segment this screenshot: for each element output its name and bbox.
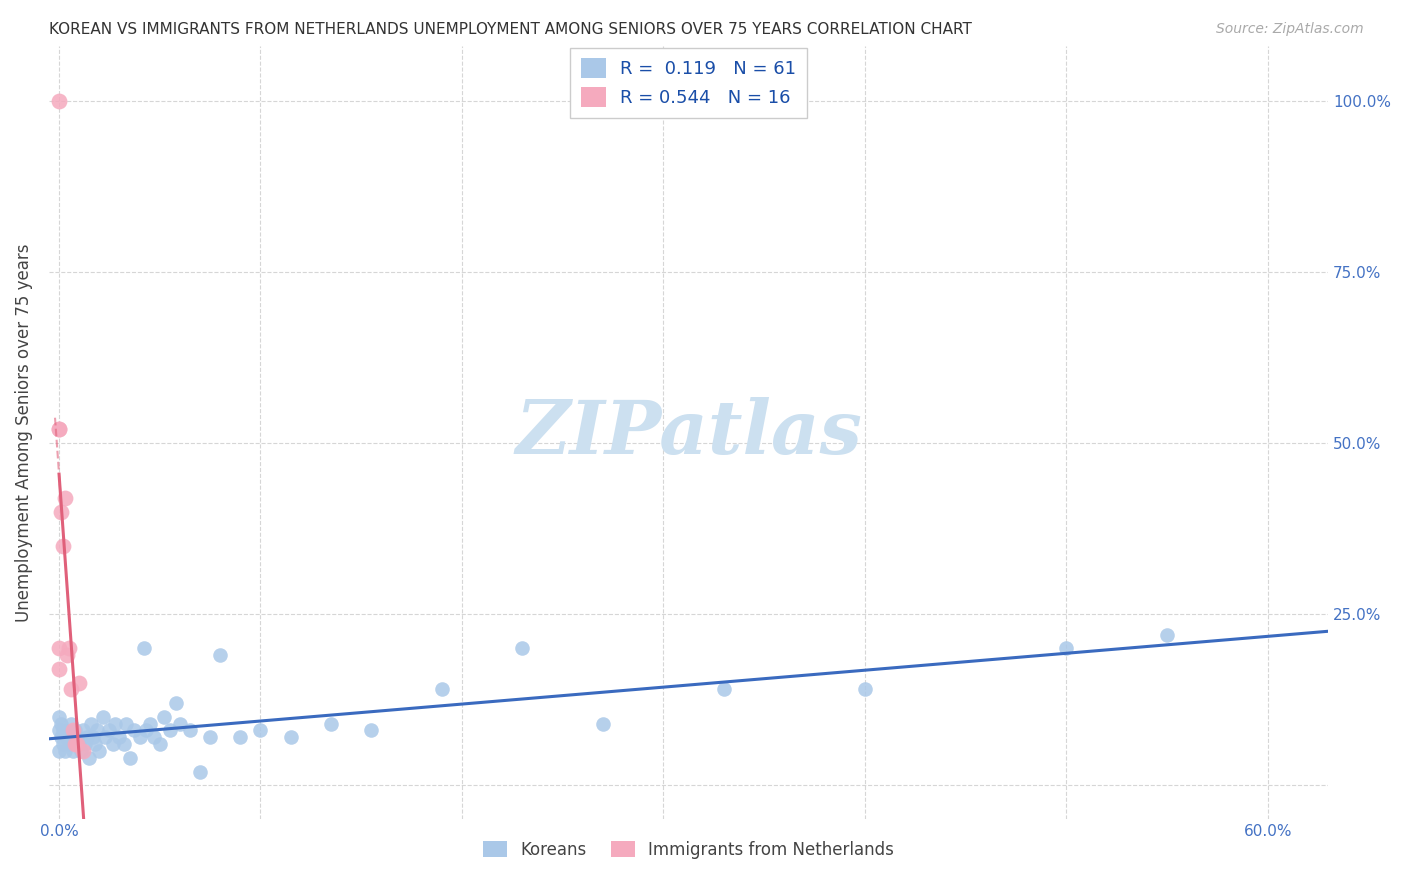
Point	[165, 696, 187, 710]
Point	[430, 682, 453, 697]
Point	[63, 723, 86, 738]
Point	[159, 723, 181, 738]
Point	[77, 751, 100, 765]
Point	[48, 94, 70, 108]
Point	[86, 723, 108, 738]
Point	[152, 710, 174, 724]
Point	[60, 682, 83, 697]
Point	[98, 723, 121, 738]
Text: ZIPatlas: ZIPatlas	[515, 397, 862, 469]
Point	[360, 723, 382, 738]
Point	[60, 716, 83, 731]
Point	[592, 716, 614, 731]
Point	[128, 731, 150, 745]
Point	[67, 737, 90, 751]
Point	[48, 641, 70, 656]
Point	[135, 723, 157, 738]
Point	[53, 491, 76, 505]
Y-axis label: Unemployment Among Seniors over 75 years: Unemployment Among Seniors over 75 years	[15, 244, 32, 622]
Point	[52, 539, 75, 553]
Point	[53, 744, 76, 758]
Point	[179, 723, 201, 738]
Point	[1054, 641, 1077, 656]
Point	[209, 648, 232, 663]
Point	[82, 731, 104, 745]
Point	[49, 731, 72, 745]
Point	[319, 716, 342, 731]
Point	[112, 737, 135, 751]
Text: Source: ZipAtlas.com: Source: ZipAtlas.com	[1216, 22, 1364, 37]
Point	[104, 716, 127, 731]
Point	[512, 641, 534, 656]
Point	[80, 716, 103, 731]
Point	[169, 716, 191, 731]
Point	[229, 731, 252, 745]
Point	[122, 723, 145, 738]
Point	[58, 737, 80, 751]
Point	[149, 737, 172, 751]
Point	[66, 731, 89, 745]
Point	[67, 675, 90, 690]
Point	[48, 662, 70, 676]
Point	[63, 737, 86, 751]
Point	[103, 737, 125, 751]
Text: KOREAN VS IMMIGRANTS FROM NETHERLANDS UNEMPLOYMENT AMONG SENIORS OVER 75 YEARS C: KOREAN VS IMMIGRANTS FROM NETHERLANDS UN…	[49, 22, 972, 37]
Point	[48, 422, 70, 436]
Point	[58, 641, 80, 656]
Point	[52, 723, 75, 738]
Point	[56, 648, 79, 663]
Point	[72, 744, 94, 758]
Point	[138, 716, 160, 731]
Point	[249, 723, 271, 738]
Point	[66, 737, 89, 751]
Point	[48, 744, 70, 758]
Point	[48, 422, 70, 436]
Point	[188, 764, 211, 779]
Point	[75, 737, 97, 751]
Point	[89, 744, 111, 758]
Point	[93, 710, 115, 724]
Point	[49, 716, 72, 731]
Point	[853, 682, 876, 697]
Point	[84, 737, 107, 751]
Point	[76, 731, 98, 745]
Point	[49, 504, 72, 518]
Point	[198, 731, 221, 745]
Point	[108, 731, 131, 745]
Point	[132, 641, 155, 656]
Point	[62, 723, 84, 738]
Point	[142, 731, 165, 745]
Point	[1156, 628, 1178, 642]
Point	[62, 744, 84, 758]
Point	[94, 731, 117, 745]
Point	[70, 744, 93, 758]
Legend: Koreans, Immigrants from Netherlands: Koreans, Immigrants from Netherlands	[477, 834, 900, 865]
Point	[118, 751, 141, 765]
Point	[52, 737, 75, 751]
Point	[48, 710, 70, 724]
Point	[56, 731, 79, 745]
Point	[280, 731, 302, 745]
Point	[48, 723, 70, 738]
Point	[114, 716, 136, 731]
Point	[713, 682, 735, 697]
Point	[72, 723, 94, 738]
